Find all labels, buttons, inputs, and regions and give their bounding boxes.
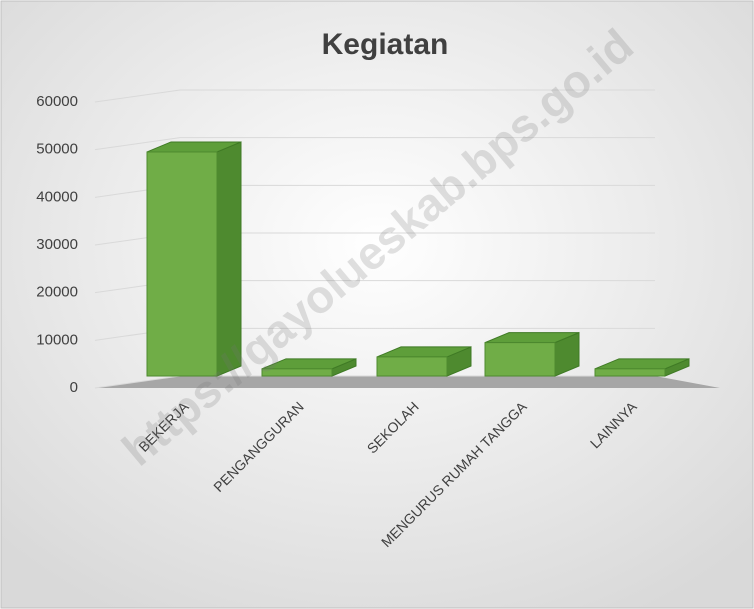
bar-front (484, 342, 556, 377)
bar-front (594, 368, 666, 377)
chart-title: Kegiatan (322, 28, 449, 61)
floor (95, 376, 720, 388)
y-tick-label: 40000 (36, 188, 78, 205)
y-tick-label: 60000 (36, 93, 78, 110)
y-tick-label: 10000 (36, 331, 78, 348)
bar (594, 358, 690, 377)
bar (376, 346, 472, 377)
bar (146, 141, 242, 377)
bar-front (261, 368, 333, 377)
y-tick-label: 20000 (36, 284, 78, 301)
bar-front (146, 151, 218, 377)
y-tick-label: 0 (70, 379, 78, 396)
y-tick-label: 50000 (36, 141, 78, 158)
grid-line (94, 89, 655, 103)
grid-line (94, 137, 655, 151)
bar (261, 358, 357, 377)
bar-front (376, 356, 448, 377)
bar (484, 331, 580, 377)
y-tick-label: 30000 (36, 236, 78, 253)
